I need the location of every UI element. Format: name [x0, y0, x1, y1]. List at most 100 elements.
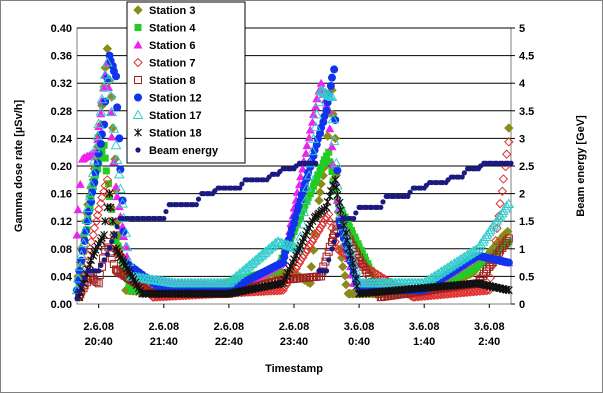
data-point	[97, 153, 105, 161]
x-tick-date: 3.6.08	[344, 321, 375, 333]
data-point	[297, 218, 309, 229]
legend-marker	[133, 40, 143, 49]
data-point	[93, 159, 102, 168]
data-point	[341, 279, 351, 290]
data-point	[94, 279, 103, 288]
data-point	[300, 194, 312, 204]
data-point	[109, 238, 115, 245]
data-point	[331, 239, 337, 245]
y-right-tick-label: 5	[519, 23, 525, 35]
data-point	[100, 120, 109, 129]
y-left-tick-label: 0.32	[51, 78, 72, 90]
data-point	[378, 204, 384, 210]
legend-label: Station 12	[149, 93, 202, 105]
data-point	[89, 155, 100, 165]
y-left-tick-label: 0.28	[51, 106, 72, 118]
x-tick-date: 2.6.08	[214, 321, 245, 333]
data-point	[102, 56, 113, 67]
x-tick-time: 0:40	[348, 336, 370, 348]
data-point	[74, 261, 86, 271]
data-point	[99, 69, 111, 79]
y-left-tick-label: 0.36	[51, 51, 72, 63]
data-point	[85, 179, 97, 189]
data-point	[90, 276, 99, 285]
x-tick-time: 1:40	[413, 336, 435, 348]
data-point	[106, 245, 113, 251]
data-point	[380, 199, 386, 205]
data-point	[461, 170, 467, 176]
data-point	[87, 193, 95, 201]
data-point	[304, 194, 312, 202]
legend-label: Station 17	[149, 110, 202, 122]
data-point	[328, 168, 336, 176]
data-point	[503, 226, 513, 237]
y-left-tick-label: 0.04	[51, 271, 73, 283]
data-point	[313, 96, 325, 107]
y-right-tick-label: 2	[519, 189, 525, 201]
data-point	[94, 149, 103, 158]
data-point	[346, 251, 355, 260]
data-point	[103, 82, 113, 91]
y-left-tick-label: 0.08	[51, 244, 72, 256]
series-beam-energy	[74, 160, 514, 302]
series-station-17	[71, 56, 515, 295]
data-point	[323, 268, 330, 274]
data-point	[297, 213, 305, 221]
data-point	[316, 167, 324, 175]
data-point	[308, 133, 319, 143]
data-point	[108, 123, 120, 133]
data-point	[96, 268, 102, 274]
data-point	[79, 282, 86, 288]
data-point	[331, 175, 340, 184]
data-point	[328, 135, 340, 146]
data-point	[351, 274, 360, 283]
data-point	[103, 73, 114, 84]
y-right-axis-title: Beam energy [GeV]	[575, 115, 587, 217]
y-right-tick-label: 4.5	[519, 51, 534, 63]
x-axis-title: Timestamp	[265, 363, 323, 375]
data-point	[504, 123, 514, 133]
data-point	[310, 182, 318, 190]
data-point	[330, 157, 342, 168]
data-point	[325, 124, 335, 133]
data-point	[88, 188, 97, 197]
data-point	[501, 200, 513, 211]
x-tick-date: 3.6.08	[474, 321, 505, 333]
data-point	[314, 195, 324, 206]
data-point	[94, 122, 104, 131]
data-point	[108, 217, 117, 226]
data-point	[329, 246, 335, 252]
data-point	[98, 81, 110, 92]
data-point	[161, 215, 167, 222]
data-point	[94, 165, 102, 173]
data-point	[90, 142, 101, 153]
data-point	[239, 181, 245, 187]
data-point	[324, 90, 336, 101]
legend-label: Station 18	[149, 128, 202, 140]
data-point	[110, 139, 122, 150]
legend-marker	[133, 5, 143, 15]
legend-item: Station 12	[134, 93, 202, 105]
y-right-tick-label: 3.5	[519, 106, 534, 118]
data-point	[82, 202, 94, 213]
y-right-tick-label: 2.5	[519, 161, 534, 173]
data-point	[351, 215, 357, 222]
data-point	[81, 214, 93, 224]
data-point	[498, 174, 509, 184]
data-point	[405, 193, 411, 199]
data-point	[286, 241, 298, 251]
series-station-18	[75, 175, 513, 302]
data-point	[76, 288, 82, 295]
legend-box	[126, 1, 246, 164]
data-point	[97, 192, 107, 203]
data-point	[107, 254, 116, 263]
data-point	[105, 189, 114, 198]
data-point	[104, 251, 110, 257]
data-point	[319, 160, 327, 168]
data-point	[195, 196, 202, 202]
data-point	[294, 216, 302, 224]
data-point	[348, 259, 357, 268]
data-point	[504, 258, 513, 267]
